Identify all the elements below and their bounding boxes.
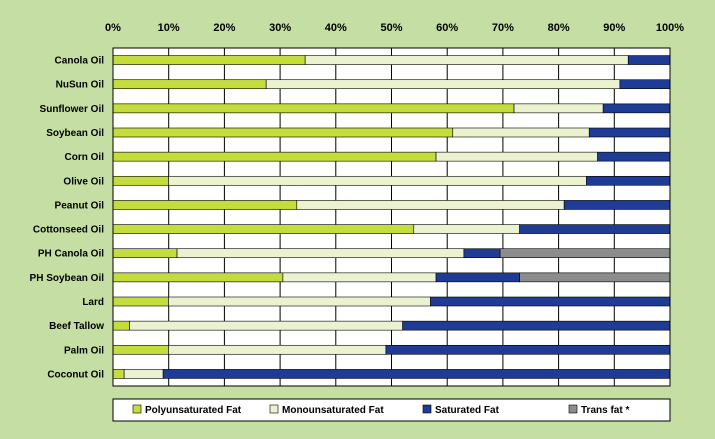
bar-segment: [602, 103, 671, 114]
x-tick-label: 100%: [656, 22, 684, 34]
bar-segment: [619, 79, 671, 90]
bar-segment: [176, 248, 465, 259]
x-tick-label: 80%: [548, 22, 570, 34]
legend-swatch: [132, 404, 142, 414]
bar-segment: [168, 175, 587, 186]
x-tick-label: 30%: [269, 22, 291, 34]
bar-segment: [463, 248, 501, 259]
x-tick-label: 90%: [603, 22, 625, 34]
bar-segment: [112, 103, 515, 114]
bar-segment: [627, 55, 671, 65]
bar-segment: [162, 369, 671, 379]
bar-segment: [112, 55, 306, 65]
legend-label: Monounsaturated Fat: [282, 405, 384, 416]
y-axis-categories: Canola Oil NuSun Oil Sunflower Oil Soybean …: [30, 56, 105, 381]
bar-segment: [282, 272, 437, 283]
x-tick-label: 0%: [105, 22, 121, 34]
bar-segment: [435, 151, 598, 162]
legend-label: Saturated Fat: [435, 405, 500, 416]
category-label: PH Canola Oil: [38, 249, 104, 260]
x-axis-ticks: 0% 10% 20% 30% 40% 50% 60% 70% 80% 90% 100%: [105, 22, 684, 34]
category-label: PH Soybean Oil: [30, 273, 105, 284]
bar-segment: [112, 200, 298, 210]
bar-segment: [519, 224, 671, 234]
bar-segment: [265, 79, 621, 90]
bar-segment: [112, 127, 454, 138]
legend-swatch: [422, 404, 432, 414]
bar-segment: [304, 55, 629, 65]
category-label: Palm Oil: [64, 345, 104, 356]
bar-segment: [586, 175, 671, 186]
bar-segment: [452, 127, 590, 138]
bar-segment: [430, 296, 671, 307]
category-label: Soybean Oil: [46, 128, 104, 139]
bar-segment: [112, 79, 267, 90]
legend-box: [112, 398, 671, 422]
plot-border: [112, 47, 671, 387]
bar-segment: [499, 248, 671, 259]
bar-segment: [588, 127, 671, 138]
bar-segment: [112, 151, 437, 162]
bar-segment: [413, 224, 520, 234]
bar-segment: [519, 272, 671, 283]
bar-segment: [513, 103, 604, 114]
category-label: Corn Oil: [65, 152, 105, 163]
bar-segment: [296, 200, 565, 210]
category-label: NuSun Oil: [56, 80, 105, 91]
category-label: Sunflower Oil: [40, 104, 105, 115]
bar-segment: [112, 296, 170, 307]
category-label: Beef Tallow: [49, 321, 104, 332]
x-tick-label: 70%: [492, 22, 514, 34]
x-tick-label: 60%: [436, 22, 458, 34]
category-label: Canola Oil: [55, 56, 105, 67]
bar-segment: [112, 320, 131, 331]
bar-segment: [112, 248, 178, 259]
x-tick-label: 40%: [325, 22, 347, 34]
bar-segment: [112, 175, 170, 186]
bar-segment: [112, 224, 415, 234]
category-label: Olive Oil: [63, 176, 104, 187]
legend-label: Polyunsaturated Fat: [145, 405, 242, 416]
bar-segment: [563, 200, 671, 210]
x-tick-label: 50%: [380, 22, 402, 34]
category-label: Lard: [82, 297, 104, 308]
bar-segment: [168, 296, 431, 307]
legend-label: Trans fat *: [581, 405, 629, 416]
legend-swatch: [269, 404, 279, 414]
bar-segment: [402, 320, 671, 331]
category-label: Cottonseed Oil: [33, 225, 104, 236]
bars: [112, 55, 671, 379]
bar-segment: [112, 344, 170, 355]
bar-segment: [597, 151, 671, 162]
bar-segment: [112, 272, 284, 283]
legend: Polyunsaturated Fat Monounsaturated Fat Sa…: [112, 398, 671, 422]
x-tick-label: 10%: [158, 22, 180, 34]
x-tick-label: 20%: [213, 22, 235, 34]
bar-segment: [168, 344, 387, 355]
bar-segment: [435, 272, 520, 283]
bar-segment: [112, 369, 125, 379]
category-label: Coconut Oil: [47, 369, 104, 380]
legend-swatch: [568, 404, 578, 414]
bar-segment: [129, 320, 403, 331]
bar-segment: [123, 369, 164, 379]
bar-segment: [385, 344, 671, 355]
category-label: Peanut Oil: [55, 200, 105, 211]
